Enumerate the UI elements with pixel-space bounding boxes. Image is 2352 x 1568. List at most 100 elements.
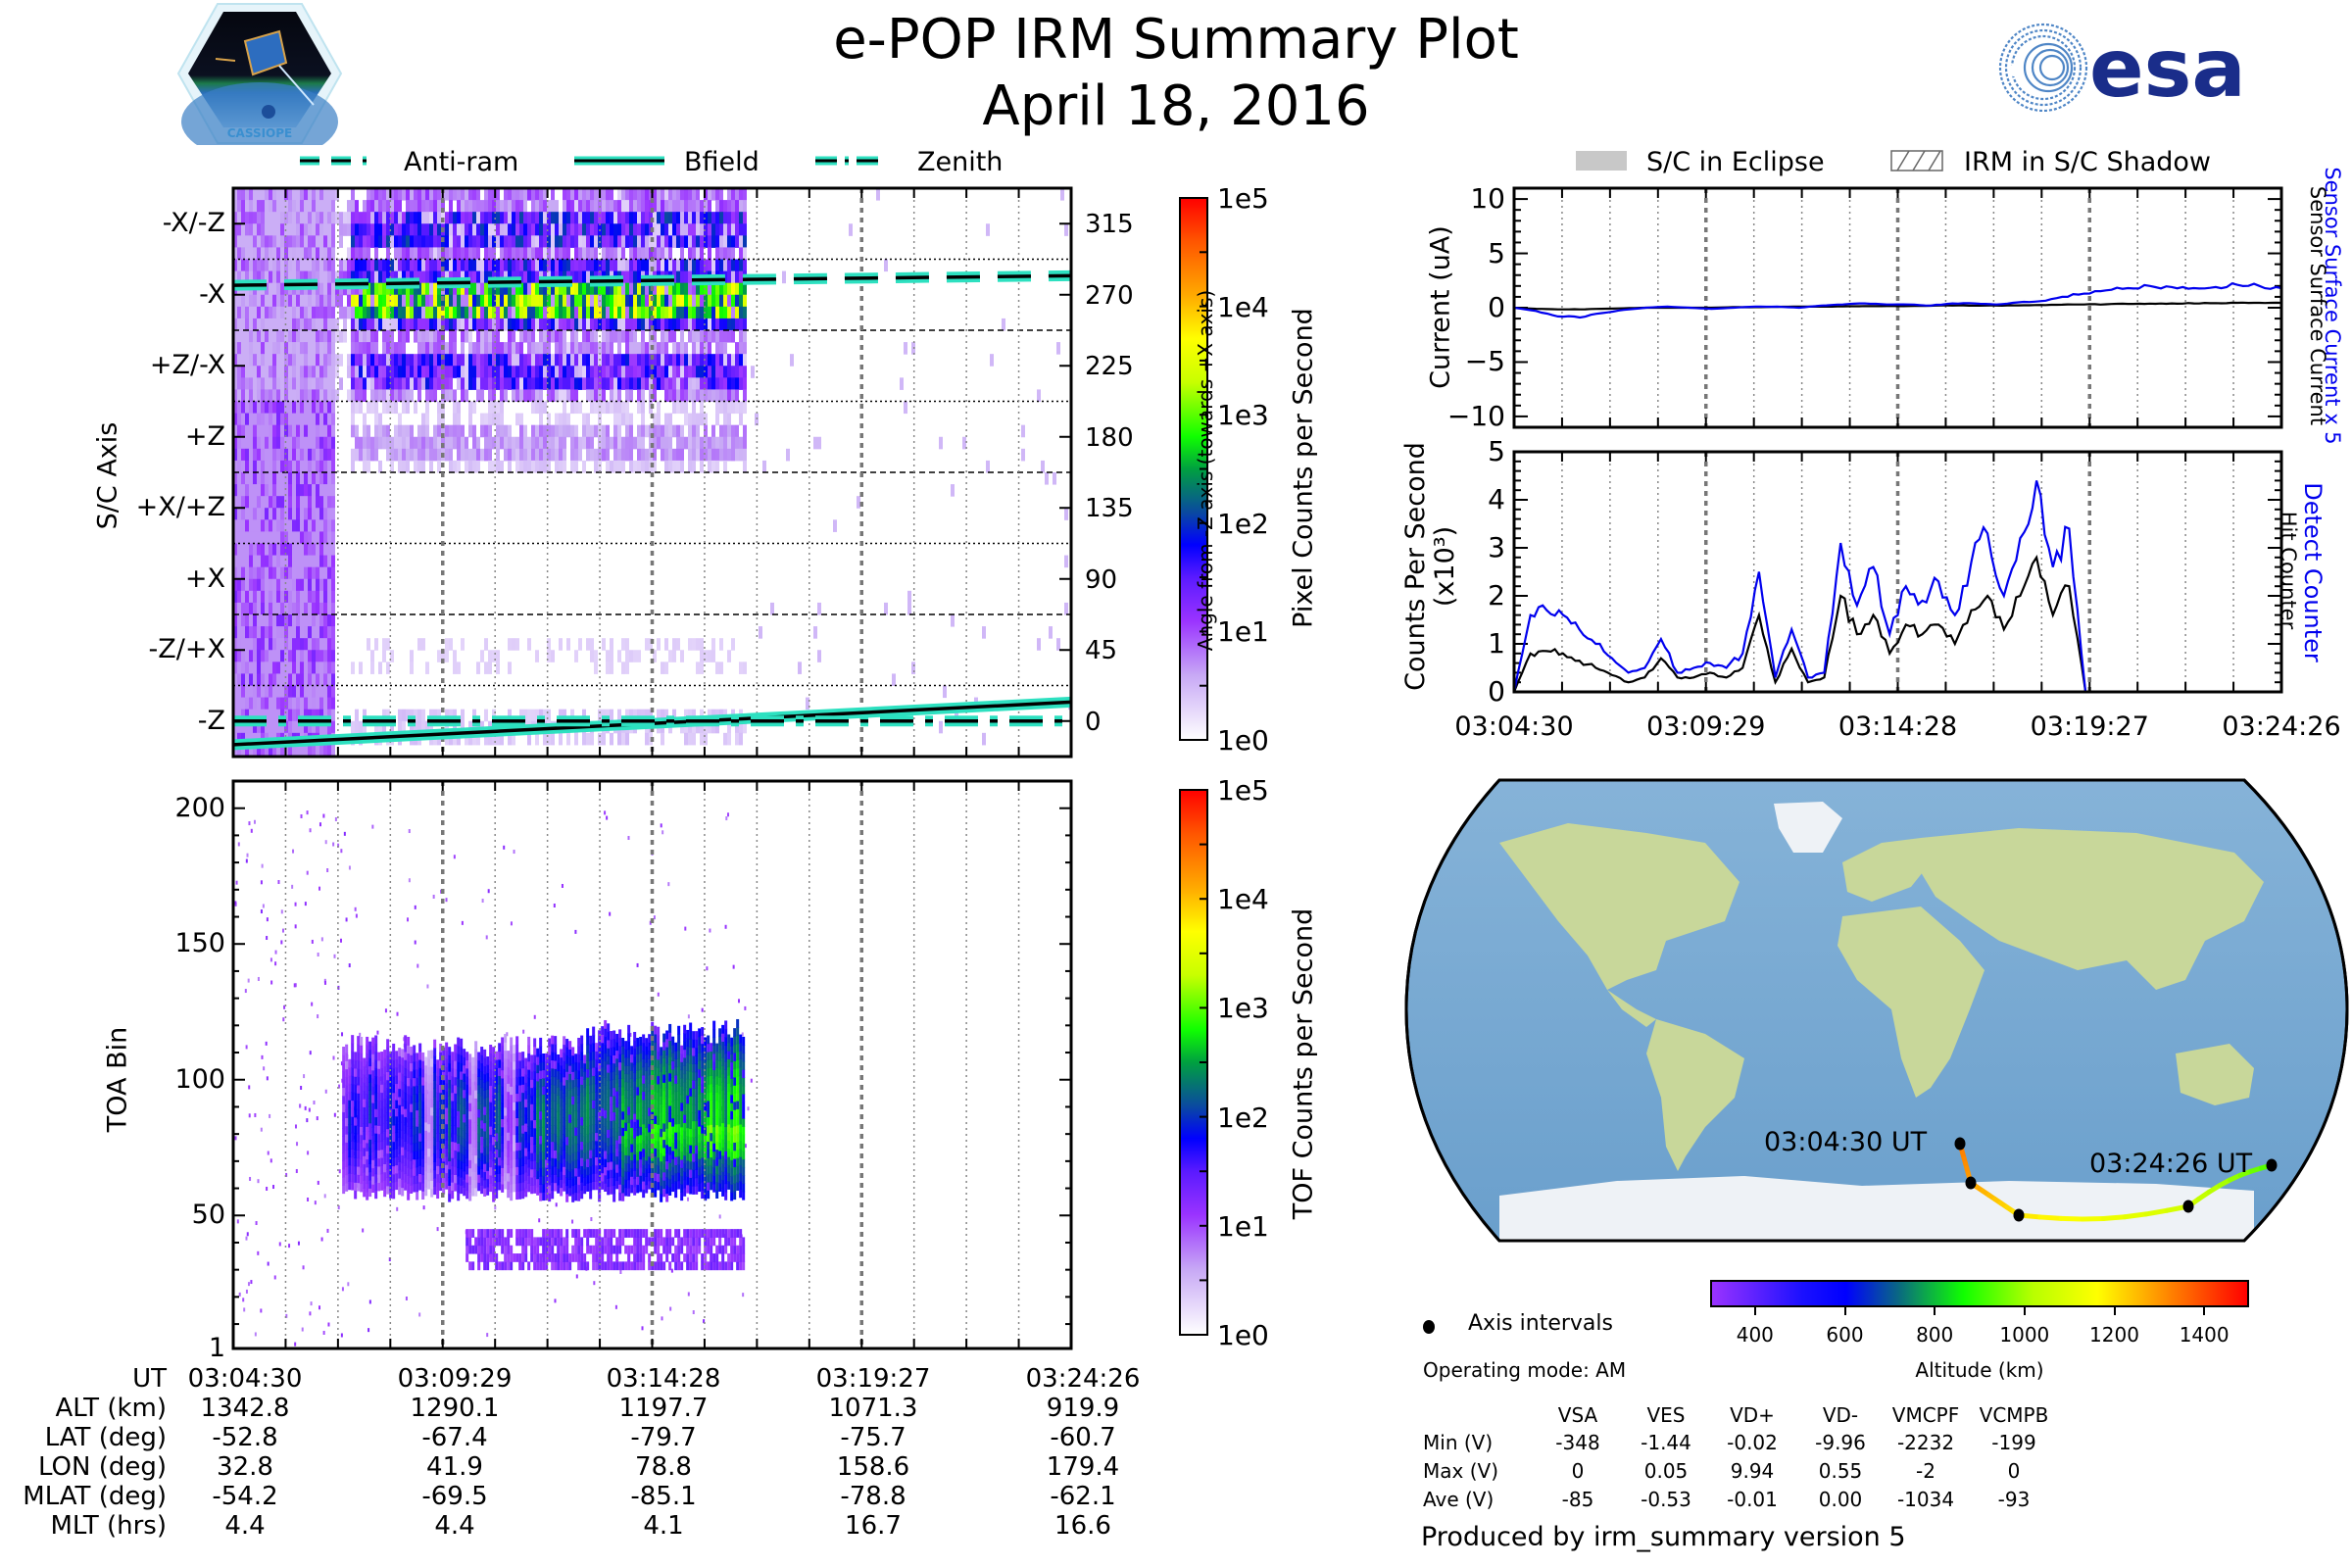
heatmap-cell [472, 282, 476, 296]
heatmap-cell [492, 200, 496, 213]
heatmap-cell [253, 330, 257, 343]
heatmap-cell [512, 306, 515, 319]
heatmap-cell [371, 1152, 375, 1160]
heatmap-cell [296, 460, 300, 473]
heatmap-cell [743, 235, 747, 248]
heatmap-cell [392, 1101, 396, 1109]
heatmap-cell [379, 1077, 382, 1082]
heatmap-cell [418, 1312, 421, 1317]
heatmap-cell [664, 294, 668, 308]
heatmap-cell [249, 531, 253, 544]
heatmap-cell [711, 282, 715, 296]
heatmap-cell [504, 389, 508, 402]
heatmap-cell [442, 1063, 446, 1072]
heatmap-cell [708, 306, 711, 319]
heatmap-cell [429, 389, 433, 402]
heatmap-cell [574, 318, 578, 331]
heatmap-cell [312, 354, 316, 367]
heatmap-cell [370, 662, 374, 674]
heatmap-cell [508, 448, 512, 462]
heatmap-cell [621, 223, 625, 236]
heatmap-cell [300, 496, 304, 509]
heatmap-cell [555, 306, 559, 319]
heatmap-cell [296, 188, 300, 201]
heatmap-cell [296, 484, 300, 497]
heatmap-cell [527, 389, 531, 402]
heatmap-cell [257, 436, 261, 450]
heatmap-cell [543, 223, 547, 236]
heatmap-cell [448, 1054, 452, 1064]
heatmap-cell [308, 496, 312, 509]
heatmap-cell [319, 306, 323, 319]
heatmap-cell [386, 662, 390, 674]
heatmap-cell [266, 936, 269, 941]
heatmap-cell [559, 389, 563, 402]
heatmap-cell [348, 1124, 352, 1134]
heatmap-cell [241, 566, 245, 580]
heatmap-cell [261, 460, 265, 473]
heatmap-cell [543, 247, 547, 260]
heatmap-cell [414, 448, 417, 462]
heatmap-cell [245, 709, 249, 722]
heatmap-cell [390, 330, 394, 343]
heatmap-cell [394, 294, 398, 308]
heatmap-cell [586, 212, 590, 224]
heatmap-cell [276, 270, 280, 284]
heatmap-cell [476, 235, 480, 248]
heatmap-cell [688, 270, 692, 284]
heatmap-cell [261, 732, 265, 746]
heatmap-cell [280, 200, 284, 213]
heatmap-cell [566, 732, 570, 746]
heatmap-cell [269, 685, 272, 699]
heatmap-cell [610, 389, 613, 402]
heatmap-cell [414, 940, 416, 945]
heatmap-cell [416, 1142, 419, 1152]
heatmap-cell [551, 720, 555, 734]
heatmap-cell [367, 306, 370, 319]
heatmap-cell [539, 270, 543, 284]
heatmap-cell [319, 484, 323, 497]
heatmap-cell [633, 354, 637, 367]
heatmap-cell [465, 259, 468, 272]
heatmap-cell [304, 685, 308, 699]
heatmap-cell [284, 590, 288, 604]
heatmap-cell [267, 1261, 270, 1266]
heatmap-cell [357, 1133, 361, 1143]
heatmap-cell [610, 650, 613, 662]
heatmap-cell [386, 282, 390, 296]
heatmap-cell [884, 259, 888, 272]
heatmap-cell [641, 318, 645, 331]
heatmap-cell [461, 424, 465, 438]
heatmap-cell [367, 270, 370, 284]
heatmap-cell [414, 306, 417, 319]
heatmap-cell [272, 555, 276, 568]
heatmap-cell [406, 366, 410, 378]
heatmap-cell [598, 212, 602, 224]
heatmap-cell [395, 1132, 399, 1142]
heatmap-cell [911, 342, 915, 355]
heatmap-cell [574, 377, 578, 390]
heatmap-cell [625, 330, 629, 343]
heatmap-cell [448, 1160, 452, 1170]
heatmap-cell [269, 496, 272, 509]
heatmap-cell [360, 1118, 364, 1127]
heatmap-cell [245, 223, 249, 236]
heatmap-cell [323, 235, 327, 248]
heatmap-cell [594, 366, 598, 378]
heatmap-cell [386, 1096, 390, 1105]
heatmap-cell [312, 306, 316, 319]
heatmap-cell [288, 566, 292, 580]
heatmap-cell [253, 342, 257, 355]
heatmap-cell [335, 318, 339, 331]
heatmap-cell [723, 354, 727, 367]
heatmap-cell [291, 884, 294, 889]
heatmap-cell [398, 1072, 402, 1081]
heatmap-cell [424, 1064, 428, 1074]
heatmap-cell [582, 270, 586, 284]
heatmap-cell [433, 709, 437, 722]
heatmap-cell [688, 366, 692, 378]
heatmap-cell [292, 294, 296, 308]
heatmap-cell [265, 555, 269, 568]
heatmap-cell [394, 366, 398, 378]
heatmap-cell [233, 744, 237, 757]
